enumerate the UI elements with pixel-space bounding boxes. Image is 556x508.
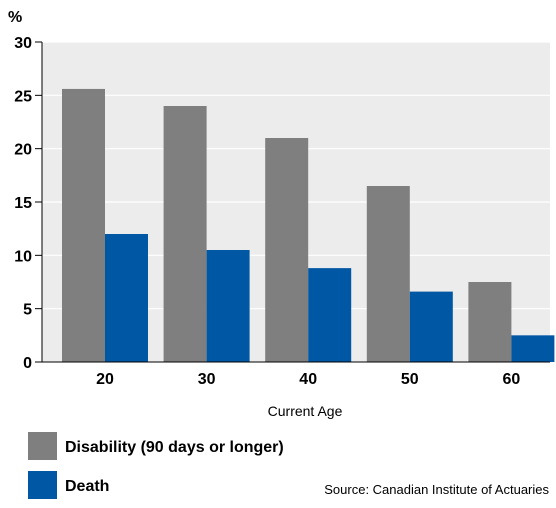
y-tick-label-25: 25 <box>14 88 32 105</box>
y-tick-label-5: 5 <box>23 302 32 319</box>
bar-disability-50 <box>366 186 410 362</box>
y-tick-label-30: 30 <box>14 35 32 52</box>
bar-disability-20 <box>62 88 105 362</box>
y-tick-label-10: 10 <box>14 248 32 265</box>
y-tick-label-0: 0 <box>23 355 32 372</box>
y-tick-label-15: 15 <box>14 195 32 212</box>
x-axis: 20 30 40 50 60 <box>42 361 550 388</box>
legend-label-death: Death <box>65 478 109 495</box>
legend-swatch-death <box>28 471 57 499</box>
bars <box>62 88 555 362</box>
legend-label-disability: Disability (90 days or longer) <box>65 439 284 456</box>
bar-disability-60 <box>468 282 512 362</box>
legend-swatch-disability <box>28 432 57 460</box>
x-tick-label-20: 20 <box>96 371 114 388</box>
y-axis: 0 5 10 15 20 25 30 <box>14 35 43 372</box>
x-axis-title: Current Age <box>268 403 343 419</box>
bar-death-50 <box>409 291 453 362</box>
source-note: Source: Canadian Institute of Actuaries <box>324 482 549 497</box>
bar-death-20 <box>105 234 148 362</box>
y-axis-unit-label: % <box>8 9 22 26</box>
x-tick-label-30: 30 <box>198 371 216 388</box>
bar-death-60 <box>511 335 555 362</box>
bar-disability-30 <box>163 106 207 362</box>
x-tick-label-60: 60 <box>503 371 521 388</box>
x-tick-label-50: 50 <box>401 371 419 388</box>
bar-disability-40 <box>265 138 309 362</box>
bar-death-40 <box>308 268 352 362</box>
bar-death-30 <box>206 250 250 362</box>
legend: Disability (90 days or longer) Death <box>28 432 284 499</box>
x-tick-label-40: 40 <box>299 371 317 388</box>
y-tick-label-20: 20 <box>14 142 32 159</box>
